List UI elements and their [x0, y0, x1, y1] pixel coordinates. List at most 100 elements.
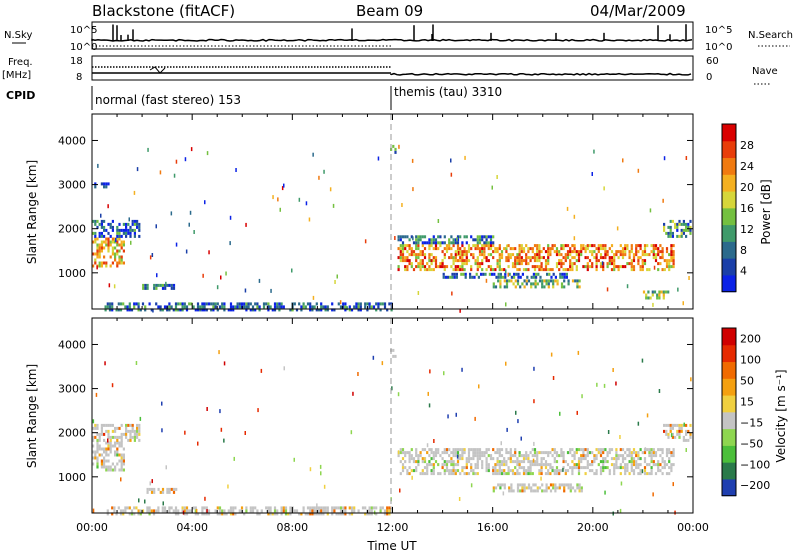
data-cell — [429, 369, 431, 374]
data-cell — [507, 469, 510, 473]
data-cell — [552, 285, 555, 289]
data-cell — [465, 472, 468, 476]
data-cell — [229, 512, 233, 516]
data-cell — [505, 451, 508, 455]
data-cell — [433, 439, 435, 443]
data-cell — [443, 265, 446, 269]
data-cell — [586, 460, 589, 464]
data-cell — [406, 250, 409, 254]
data-cell — [626, 469, 629, 473]
data-cell — [96, 423, 99, 427]
data-cell — [643, 460, 647, 464]
data-cell — [652, 460, 655, 464]
data-cell — [412, 268, 416, 272]
data-cell — [562, 247, 565, 251]
data-cell — [92, 435, 95, 439]
data-cell — [448, 454, 451, 458]
data-cell — [520, 466, 523, 470]
data-cell — [571, 454, 574, 458]
data-cell — [127, 429, 130, 433]
data-cell — [451, 275, 454, 279]
data-cell — [461, 469, 464, 473]
data-cell — [630, 457, 633, 461]
data-cell — [533, 399, 535, 404]
data-cell — [687, 429, 690, 433]
data-cell — [399, 488, 401, 493]
data-cell — [660, 290, 663, 294]
data-cell — [107, 243, 110, 247]
data-cell — [689, 435, 692, 439]
data-cell — [659, 469, 662, 473]
data-cell — [676, 234, 679, 238]
data-cell — [567, 486, 570, 490]
data-cell — [100, 264, 103, 268]
data-cell — [624, 466, 627, 470]
data-cell — [276, 305, 279, 309]
data-cell — [284, 509, 288, 513]
data-cell — [516, 469, 519, 473]
data-cell — [538, 259, 541, 263]
data-cell — [100, 234, 103, 238]
data-cell — [500, 250, 504, 254]
data-cell — [125, 432, 128, 436]
data-cell — [205, 512, 208, 516]
data-cell — [133, 231, 136, 235]
data-cell — [547, 282, 550, 286]
data-cell — [549, 253, 552, 257]
data-cell — [476, 244, 479, 248]
data-cell — [107, 435, 110, 439]
data-cell — [103, 450, 106, 454]
data-cell — [445, 460, 449, 464]
data-cell — [390, 308, 393, 312]
data-cell — [181, 305, 184, 309]
data-cell — [637, 457, 640, 461]
data-cell — [94, 456, 97, 460]
data-cell — [162, 501, 164, 506]
data-cell — [103, 185, 106, 189]
data-cell — [138, 423, 141, 427]
data-cell — [426, 443, 429, 448]
data-cell — [619, 454, 622, 458]
data-cell — [586, 466, 589, 470]
data-cell — [578, 279, 581, 283]
data-cell — [96, 219, 99, 223]
data-cell — [529, 451, 532, 455]
data-cell — [221, 305, 224, 309]
data-cell — [602, 469, 605, 473]
data-cell — [421, 259, 424, 263]
data-cell — [172, 490, 176, 494]
data-cell — [254, 308, 257, 312]
data-cell — [415, 253, 418, 257]
data-cell — [580, 486, 583, 490]
data-cell — [480, 272, 483, 276]
data-cell — [535, 275, 538, 279]
data-cell — [276, 302, 279, 306]
data-cell — [578, 483, 581, 487]
data-cell — [498, 451, 501, 455]
freq-tick-top: 18 — [70, 56, 83, 67]
data-cell — [113, 284, 116, 289]
data-cell — [109, 243, 112, 247]
data-cell — [333, 506, 336, 510]
data-cell — [125, 423, 128, 427]
data-cell — [153, 487, 156, 491]
data-cell — [566, 206, 569, 211]
data-cell — [133, 219, 136, 223]
data-cell — [518, 460, 521, 464]
data-cell — [150, 509, 153, 513]
data-cell — [428, 463, 431, 467]
data-cell — [453, 275, 456, 279]
data-cell — [680, 234, 683, 238]
data-cell — [624, 472, 627, 476]
data-cell — [489, 253, 493, 257]
colorbar-segment — [722, 395, 736, 413]
data-cell — [485, 259, 488, 263]
data-cell — [540, 463, 543, 467]
data-cell — [531, 247, 534, 251]
data-cell — [580, 253, 583, 257]
data-cell — [108, 283, 111, 288]
data-cell — [560, 448, 563, 452]
data-cell — [455, 412, 457, 417]
data-cell — [622, 158, 624, 163]
data-cell — [599, 451, 603, 455]
